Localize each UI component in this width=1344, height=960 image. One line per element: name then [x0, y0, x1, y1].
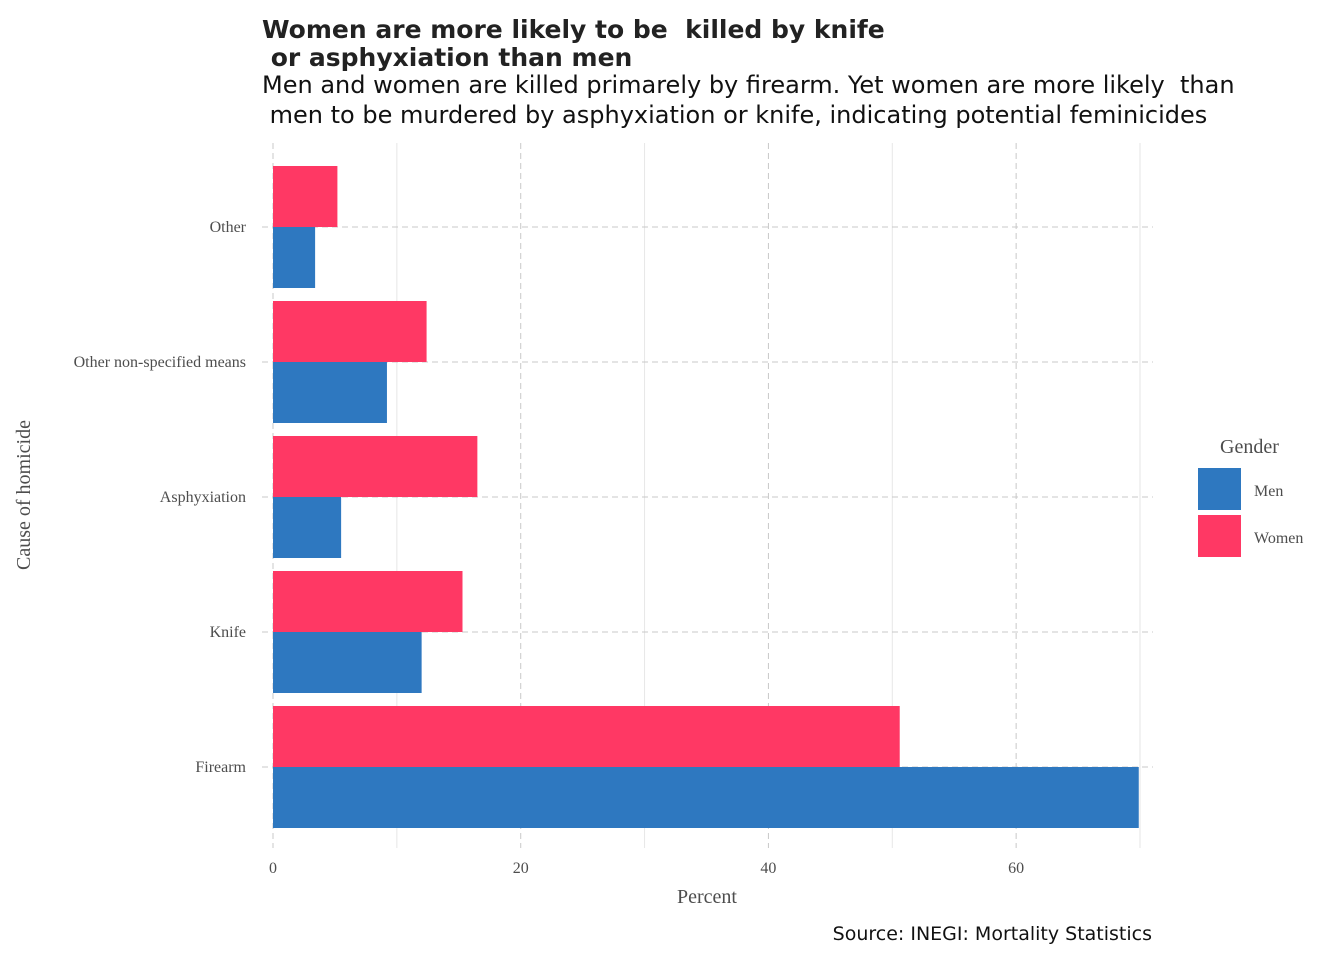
x-tick-label: 40: [760, 860, 776, 877]
chart-title: Women are more likely to be killed by kn…: [262, 15, 885, 72]
x-tick-label: 60: [1008, 860, 1024, 877]
bar-women: [273, 571, 463, 632]
bar-men: [273, 497, 342, 558]
chart-text: Women are more likely to be killed by kn…: [13, 15, 1235, 945]
bar-men: [273, 767, 1139, 828]
x-tick-label: 0: [269, 860, 277, 877]
bar-women: [273, 706, 900, 767]
x-tick-label: 20: [513, 860, 529, 877]
y-tick-label: Asphyxiation: [160, 489, 246, 506]
y-tick-label: Knife: [210, 624, 246, 641]
y-tick-label: Other: [210, 219, 247, 236]
legend-swatch-women: [1198, 515, 1241, 557]
y-axis-title: Cause of homicide: [13, 420, 35, 570]
y-tick-label: Firearm: [195, 759, 246, 776]
chart-subtitle: Men and women are killed primarely by fi…: [262, 71, 1235, 129]
bar-women: [273, 166, 338, 227]
legend-label-men: Men: [1254, 483, 1283, 500]
chart-title-line: Women are more likely to be killed by kn…: [262, 15, 885, 44]
bars: [273, 166, 1139, 828]
x-axis-title: Percent: [677, 886, 737, 908]
bar-women: [273, 301, 427, 362]
legend-label-women: Women: [1254, 530, 1303, 547]
chart-subtitle-line: men to be murdered by asphyxiation or kn…: [262, 101, 1207, 129]
bar-men: [273, 362, 387, 423]
y-tick-label: Other non-specified means: [74, 354, 246, 371]
legend-title: Gender: [1220, 436, 1279, 458]
bar-women: [273, 436, 478, 497]
chart-title-line: or asphyxiation than men: [262, 43, 632, 72]
axis-ticks: 0 20 40 60 Firearm Knife Asphyxiation Other non…: [74, 219, 1025, 877]
bar-men: [273, 227, 316, 288]
bar-men: [273, 632, 422, 693]
chart-caption: Source: INEGI: Mortality Statistics: [833, 923, 1152, 945]
chart-subtitle-line: Men and women are killed primarely by fi…: [262, 71, 1235, 99]
legend-swatch-men: [1198, 468, 1241, 510]
legend: Gender Men Women: [1198, 436, 1303, 557]
